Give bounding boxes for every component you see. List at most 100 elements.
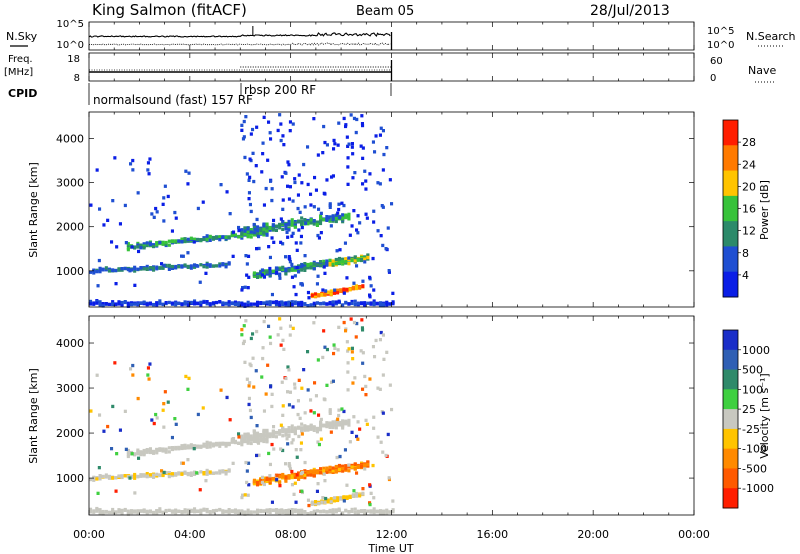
power-cell: [219, 183, 223, 187]
power-cell: [319, 216, 323, 220]
power-cell: [337, 202, 341, 206]
power-cell: [148, 241, 152, 245]
time-axis-labels: 00:00 04:00 08:00 12:00 16:00 20:00 00:00: [73, 528, 710, 541]
power-cell: [363, 303, 367, 307]
power-cell: [353, 302, 357, 307]
power-cell: [299, 234, 303, 239]
power-cell: [306, 182, 310, 187]
power-cell: [278, 273, 282, 277]
power-cell: [328, 219, 332, 223]
power-cell: [183, 263, 187, 267]
power-cell: [130, 301, 134, 305]
power-cell: [256, 300, 260, 304]
power-cell: [284, 255, 288, 259]
power-cell: [322, 191, 326, 195]
power-cell: [278, 276, 282, 280]
power-cell: [268, 302, 272, 307]
power-cell: [124, 241, 128, 245]
power-cell: [205, 300, 209, 304]
velocity-cell: [265, 440, 269, 444]
power-cell: [177, 239, 181, 243]
velocity-cell: [278, 475, 282, 479]
velocity-cell: [328, 425, 332, 429]
velocity-cell: [224, 472, 228, 476]
power-cell: [319, 260, 323, 264]
velocity-cell: [279, 343, 283, 347]
velocity-cell: [243, 435, 247, 440]
power-cell: [309, 203, 313, 207]
power-cell: [346, 182, 350, 186]
velocity-cell: [243, 512, 247, 516]
power-cell: [293, 268, 297, 272]
velocity-cell: [331, 510, 335, 514]
power-cell: [267, 120, 271, 124]
velocity-cell: [126, 509, 130, 513]
power-cell: [325, 218, 329, 222]
power-cell: [300, 181, 304, 185]
power-cell: [167, 263, 171, 268]
velocity-cell: [193, 472, 197, 476]
power-cell: [247, 197, 251, 201]
velocity-cell: [114, 489, 118, 493]
velocity-cell: [164, 449, 168, 453]
power-cell: [136, 267, 140, 271]
velocity-cell: [133, 510, 137, 514]
velocity-panel-frame: [88, 315, 695, 516]
velocity-cell: [347, 469, 351, 473]
power-cell: [174, 216, 178, 220]
velocity-cell: [118, 428, 122, 432]
velocity-cell: [162, 425, 166, 429]
date-title: 28/Jul/2013: [590, 3, 670, 19]
power-cell: [309, 192, 313, 196]
velocity-cell: [262, 439, 266, 444]
velocity-cell: [345, 483, 349, 487]
velocity-cell: [117, 508, 121, 512]
velocity-cell: [106, 424, 110, 429]
velocity-cell: [359, 349, 363, 353]
power-cell: [352, 281, 356, 285]
velocity-cell: [252, 436, 256, 441]
power-cell: [315, 282, 319, 286]
power-cell: [375, 302, 379, 306]
power-cell: [351, 287, 355, 291]
power-cell: [164, 242, 168, 246]
velocity-cell: [221, 441, 225, 445]
velocity-cell: [246, 493, 250, 497]
velocity-cell: [297, 425, 301, 429]
power-cell: [315, 220, 319, 224]
cpid-segment-2: rbsp 200 RF: [244, 83, 316, 97]
velocity-cell: [164, 508, 168, 513]
power-cell: [300, 268, 304, 272]
velocity-cell: [272, 425, 276, 429]
power-cell: [312, 205, 316, 209]
power-cell: [247, 275, 251, 279]
power-cell: [352, 209, 356, 213]
velocity-cell: [322, 469, 326, 473]
velocity-cell: [378, 511, 382, 516]
power-cell: [255, 247, 259, 251]
power-cell: [202, 236, 206, 240]
colorbar-segment: [723, 409, 738, 430]
power-cell: [142, 300, 146, 304]
power-cell: [131, 158, 135, 163]
power-cell: [97, 258, 101, 263]
power-cell: [208, 263, 212, 267]
velocity-cell: [322, 472, 326, 476]
power-cell: [240, 128, 244, 132]
power-cell: [265, 270, 269, 274]
velocity-cell: [247, 483, 251, 487]
noise-right-tick-top: 10^5: [707, 26, 734, 37]
velocity-cell: [342, 320, 346, 325]
power-cell: [381, 243, 385, 248]
power-cell: [323, 140, 327, 145]
velocity-cell: [124, 447, 128, 451]
power-cell: [307, 296, 311, 300]
velocity-cell: [219, 388, 223, 392]
power-cell: [288, 257, 292, 261]
power-cell: [326, 291, 330, 295]
power-cell: [126, 267, 130, 272]
velocity-cell: [262, 319, 266, 324]
power-x-ticks: [88, 112, 695, 307]
